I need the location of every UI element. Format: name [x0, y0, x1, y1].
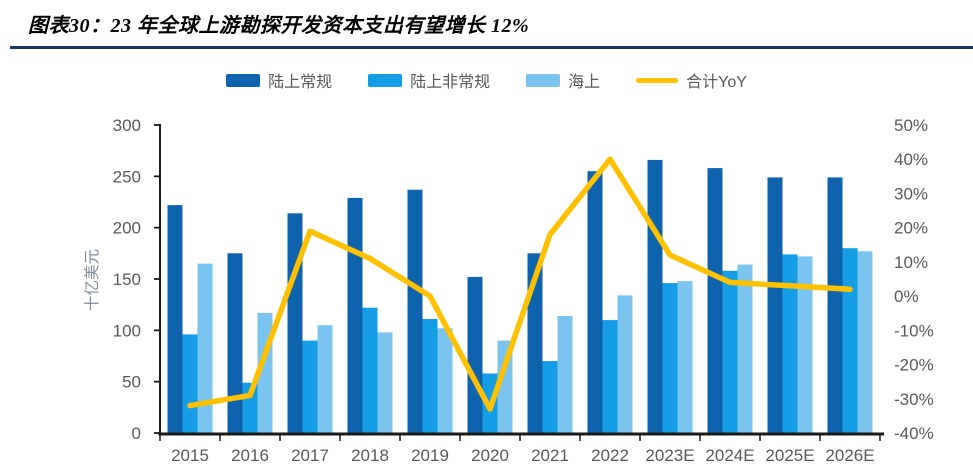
left-axis-tick-label: 50 — [122, 373, 141, 392]
left-axis-tick-label: 150 — [113, 270, 141, 289]
left-axis-tick-label: 100 — [113, 321, 141, 340]
legend-item-陆上非常规: 陆上非常规 — [368, 68, 490, 92]
title-underline — [10, 46, 973, 49]
legend-item-陆上常规: 陆上常规 — [226, 68, 332, 92]
x-axis-label-2017: 2017 — [291, 446, 329, 465]
bar-2025E-陆上非常规 — [782, 254, 798, 433]
left-axis-tick-label: 200 — [113, 219, 141, 238]
bar-2021-陆上常规 — [527, 253, 543, 433]
legend-label: 合计YoY — [686, 74, 747, 91]
right-axis-tick-label: 10% — [894, 253, 928, 272]
bar-2026E-海上 — [857, 251, 873, 433]
bar-2018-海上 — [377, 332, 393, 433]
bar-2022-陆上非常规 — [602, 320, 618, 433]
left-axis-tick-label: 250 — [113, 167, 141, 186]
bar-2026E-陆上非常规 — [842, 248, 858, 433]
legend-item-海上: 海上 — [526, 68, 600, 92]
legend-label: 陆上非常规 — [410, 74, 491, 91]
bar-2015-海上 — [197, 263, 213, 433]
right-axis-tick-label: -40% — [894, 424, 934, 443]
x-axis-label-2024E: 2024E — [705, 446, 754, 465]
right-axis-tick-label: -20% — [894, 356, 934, 375]
bar-2025E-陆上常规 — [767, 177, 783, 433]
bar-2026E-陆上常规 — [827, 177, 843, 433]
legend-item-合计YoY: 合计YoY — [636, 68, 747, 92]
left-axis-title: 十亿美元 — [83, 249, 101, 311]
right-axis-tick-label: -10% — [894, 321, 934, 340]
x-axis-label-2018: 2018 — [351, 446, 389, 465]
bar-2017-陆上非常规 — [302, 340, 318, 433]
x-axis-label-2026E: 2026E — [825, 446, 874, 465]
chart-legend: 陆上常规 陆上非常规 海上 合计YoY — [0, 68, 973, 92]
bar-2024E-陆上非常规 — [722, 270, 738, 433]
total-yoy-line — [187, 156, 853, 412]
legend-swatch-line — [636, 77, 679, 83]
chart-title: 图表30：23 年全球上游勘探开发资本支出有望增长 12% — [28, 15, 530, 37]
x-axis-label-2025E: 2025E — [765, 446, 814, 465]
bar-2015-陆上非常规 — [182, 334, 198, 433]
bar-2020-海上 — [497, 340, 513, 433]
bar-2024E-海上 — [737, 264, 753, 433]
bar-2023E-陆上非常规 — [662, 283, 678, 433]
bar-2021-海上 — [557, 316, 573, 433]
bar-2019-海上 — [437, 328, 453, 433]
right-axis-tick-label: 0% — [894, 287, 919, 306]
bar-2022-陆上常规 — [587, 171, 603, 433]
bar-2018-陆上常规 — [347, 197, 363, 433]
right-axis-tick-label: -30% — [894, 390, 934, 409]
right-axis-tick-label: 30% — [894, 184, 928, 203]
bar-2017-海上 — [317, 325, 333, 433]
bar-2021-陆上非常规 — [542, 361, 558, 433]
right-axis-tick-label: 20% — [894, 219, 928, 238]
bar-2025E-海上 — [797, 256, 813, 433]
legend-label: 海上 — [568, 74, 601, 91]
bar-2022-海上 — [617, 295, 633, 433]
bar-2023E-陆上常规 — [647, 159, 663, 433]
bar-2015-陆上常规 — [167, 205, 183, 433]
right-axis-tick-label: 40% — [894, 150, 928, 169]
left-axis-tick-label: 0 — [132, 424, 141, 443]
x-axis-label-2016: 2016 — [231, 446, 269, 465]
x-axis-label-2022: 2022 — [591, 446, 629, 465]
legend-label: 陆上常规 — [268, 74, 333, 91]
x-axis-label-2015: 2015 — [171, 446, 209, 465]
bar-2020-陆上常规 — [467, 276, 483, 433]
bar-2019-陆上常规 — [407, 189, 423, 433]
bar-2019-陆上非常规 — [422, 319, 438, 433]
legend-swatch-bar — [368, 73, 403, 87]
legend-swatch-bar — [226, 73, 261, 87]
bar-2024E-陆上常规 — [707, 168, 723, 433]
x-axis-label-2023E: 2023E — [645, 446, 694, 465]
bar-2017-陆上常规 — [287, 213, 303, 433]
left-axis-tick-label: 300 — [113, 116, 141, 135]
legend-swatch-bar — [526, 73, 561, 87]
bar-2016-陆上常规 — [227, 253, 243, 433]
bar-2018-陆上非常规 — [362, 307, 378, 433]
right-axis-tick-label: 50% — [894, 116, 928, 135]
x-axis-label-2020: 2020 — [471, 446, 509, 465]
x-axis-label-2021: 2021 — [531, 446, 569, 465]
bar-2023E-海上 — [677, 281, 693, 433]
x-axis-label-2019: 2019 — [411, 446, 449, 465]
